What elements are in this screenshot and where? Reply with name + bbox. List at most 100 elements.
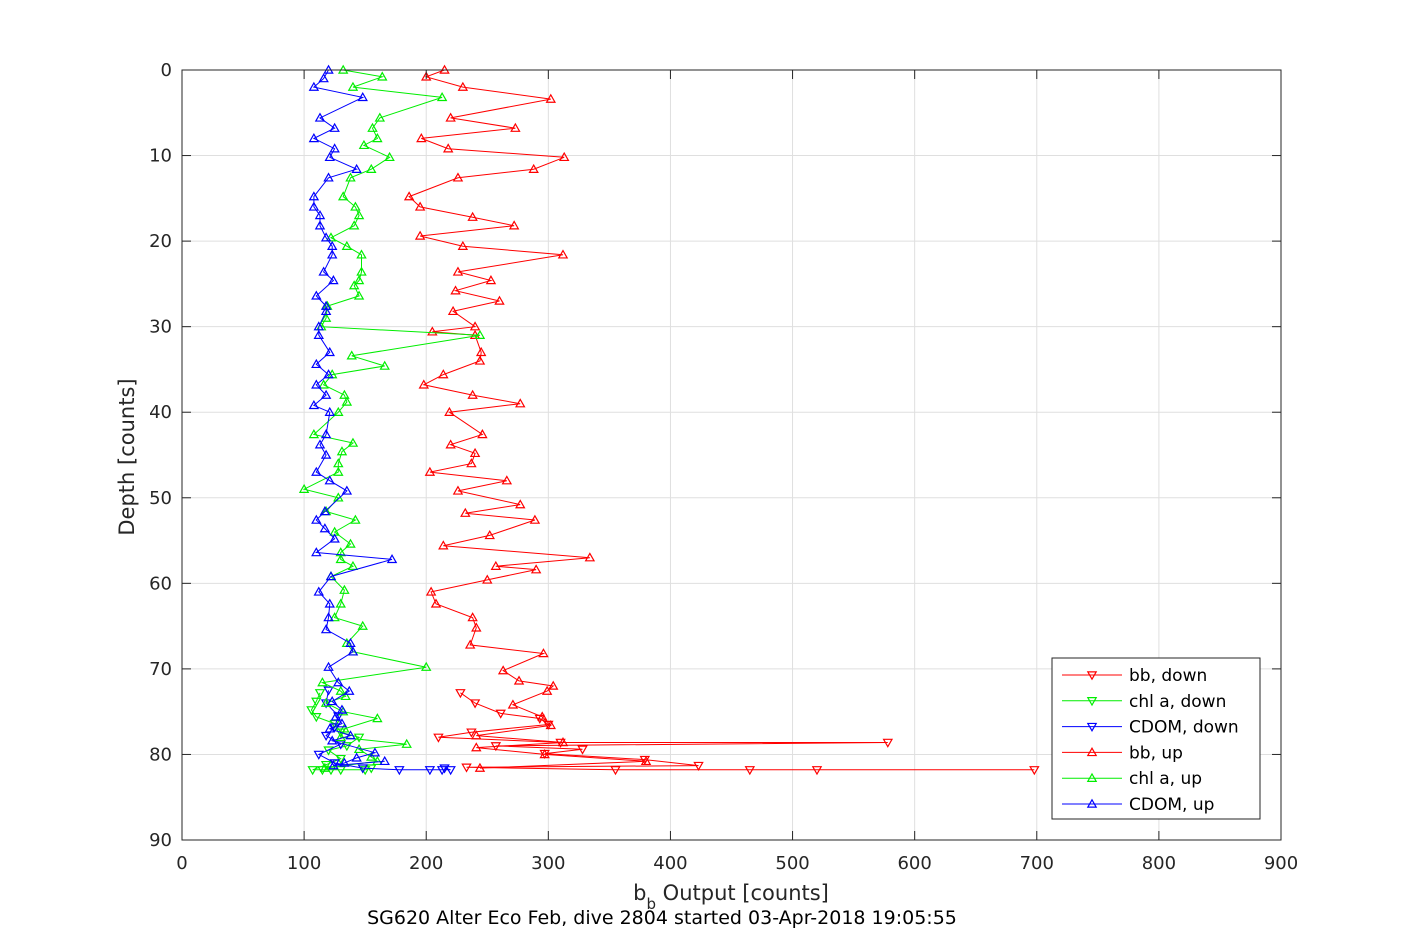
data-point-marker xyxy=(424,766,436,776)
data-point-marker xyxy=(744,766,756,776)
data-point-marker xyxy=(515,398,526,408)
data-point-marker xyxy=(311,379,322,389)
data-point-marker xyxy=(386,553,398,564)
data-point-marker xyxy=(469,699,481,709)
data-point-marker xyxy=(347,646,359,656)
data-point-marker xyxy=(403,191,415,201)
data-point-marker xyxy=(475,346,487,357)
data-point-marker xyxy=(445,439,456,449)
data-point-marker xyxy=(314,689,326,699)
data-point-marker xyxy=(374,112,386,122)
data-point-marker xyxy=(439,764,450,774)
data-point-marker xyxy=(510,122,521,132)
data-point-marker xyxy=(313,750,324,760)
data-point-marker xyxy=(452,266,464,276)
legend-box xyxy=(1051,657,1261,820)
data-point-marker xyxy=(414,201,426,211)
legend-marker-sample xyxy=(1086,671,1098,681)
data-point-marker xyxy=(467,612,478,622)
y-tick-label: 30 xyxy=(149,317,172,338)
series-bb-down xyxy=(433,689,1040,776)
x-axis-label: bb Output [counts] xyxy=(633,881,829,913)
data-point-marker xyxy=(367,122,378,132)
data-point-marker xyxy=(471,730,482,740)
data-point-marker xyxy=(557,737,569,747)
data-point-marker xyxy=(337,191,349,201)
data-point-marker xyxy=(330,711,342,721)
data-point-marker xyxy=(350,514,361,524)
data-point-marker xyxy=(308,201,320,211)
data-point-marker xyxy=(313,586,324,596)
data-point-marker xyxy=(308,191,320,201)
data-point-marker xyxy=(442,143,454,153)
legend-entry-label: CDOM, down xyxy=(1129,718,1239,738)
data-point-marker xyxy=(530,564,542,574)
data-point-marker xyxy=(348,280,360,290)
data-point-marker xyxy=(471,742,482,752)
data-point-marker xyxy=(314,220,326,230)
data-point-marker xyxy=(452,485,464,495)
data-point-marker xyxy=(356,266,367,276)
data-point-marker xyxy=(320,305,332,316)
legend-entry-label: chl a, down xyxy=(1129,692,1226,712)
data-point-marker xyxy=(320,429,332,439)
data-point-marker xyxy=(507,699,519,709)
data-point-marker xyxy=(335,731,346,742)
data-point-marker xyxy=(320,449,332,459)
data-point-marker xyxy=(339,757,350,767)
tick-layer: 0 100 200 300 400 500 600 700 800 900 0 10 20 30 40 50 6… xyxy=(149,60,1298,874)
data-point-marker xyxy=(336,718,348,728)
data-point-marker xyxy=(329,122,340,132)
data-point-marker xyxy=(313,329,324,339)
data-point-marker xyxy=(314,439,326,449)
series-bb-up xyxy=(403,64,652,772)
data-point-marker xyxy=(384,151,395,162)
data-point-marker xyxy=(347,81,359,91)
data-point-marker xyxy=(466,458,477,468)
data-point-marker xyxy=(333,466,344,476)
data-point-marker xyxy=(337,64,349,74)
data-point-marker xyxy=(314,112,326,122)
data-point-marker xyxy=(307,766,318,776)
data-point-marker xyxy=(336,704,348,714)
data-point-marker xyxy=(444,406,455,416)
data-point-marker xyxy=(341,485,353,495)
data-point-marker xyxy=(345,637,356,647)
data-point-marker xyxy=(323,612,334,622)
data-point-marker xyxy=(347,437,359,447)
data-point-marker xyxy=(323,64,334,74)
data-point-marker xyxy=(430,598,442,608)
data-point-marker xyxy=(311,713,322,723)
data-point-marker xyxy=(323,661,334,671)
y-tick-label: 10 xyxy=(149,146,172,167)
data-point-marker xyxy=(339,389,350,399)
data-point-marker xyxy=(326,249,338,259)
data-point-marker xyxy=(326,735,338,745)
data-point-marker xyxy=(529,514,541,524)
data-point-marker xyxy=(466,728,477,738)
x-axis-label-rest: Output [counts] xyxy=(656,881,829,905)
data-point-marker xyxy=(351,163,362,173)
data-point-marker xyxy=(329,612,340,622)
series-line xyxy=(438,692,1035,771)
data-point-marker xyxy=(425,586,437,596)
data-point-marker xyxy=(308,399,320,410)
data-point-marker xyxy=(328,275,339,285)
data-point-marker xyxy=(536,711,548,721)
legend-marker-sample xyxy=(1086,798,1098,808)
data-point-marker xyxy=(318,379,329,389)
data-point-marker xyxy=(474,329,486,339)
data-point-marker xyxy=(640,755,652,766)
data-point-marker xyxy=(318,73,329,83)
data-point-marker xyxy=(317,766,328,776)
data-point-marker xyxy=(394,766,405,776)
data-point-marker xyxy=(418,379,430,389)
x-tick-label: 0 xyxy=(176,853,187,874)
data-point-marker xyxy=(436,766,448,776)
x-tick-label: 400 xyxy=(653,853,687,874)
plot-frame xyxy=(181,69,1282,841)
data-point-marker xyxy=(557,249,569,259)
series-line xyxy=(312,69,393,767)
data-point-marker xyxy=(366,163,377,173)
